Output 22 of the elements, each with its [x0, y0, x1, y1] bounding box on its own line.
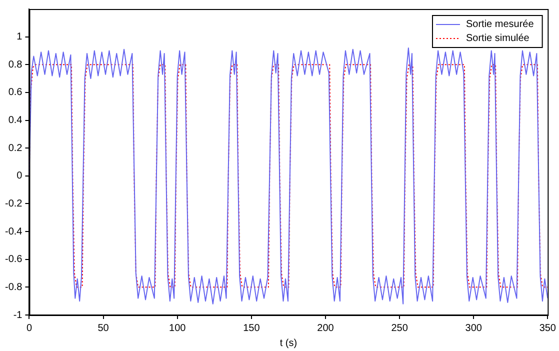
y-tick-label: 0.4: [8, 115, 23, 126]
x-tick-label: 200: [317, 322, 334, 334]
x-tick-label: 300: [465, 322, 482, 334]
y-tick-label: -0.6: [4, 254, 23, 266]
x-tick-label: 0: [26, 322, 32, 334]
x-tick-label: 100: [169, 322, 186, 334]
y-tick-label: 0.6: [8, 87, 23, 98]
y-tick-label: 0: [16, 170, 23, 182]
x-tick-label: 350: [539, 322, 556, 334]
y-tick-label: 1: [16, 32, 23, 43]
y-tick-label: -0.2: [4, 198, 23, 210]
legend-label: Sortie mesurée: [466, 18, 534, 30]
y-tick-label: -0.4: [4, 226, 23, 238]
legend-label: Sortie simulée: [466, 32, 530, 44]
x-tick-label: 50: [98, 322, 110, 334]
y-tick-label: -1: [13, 310, 23, 321]
y-tick-label: 0.8: [8, 59, 23, 70]
x-axis-title: t (s): [280, 338, 298, 349]
y-tick-label: 0.2: [8, 142, 23, 154]
x-tick-label: 150: [243, 322, 260, 334]
y-tick-label: -0.8: [4, 282, 23, 293]
x-tick-label: 250: [391, 322, 408, 334]
